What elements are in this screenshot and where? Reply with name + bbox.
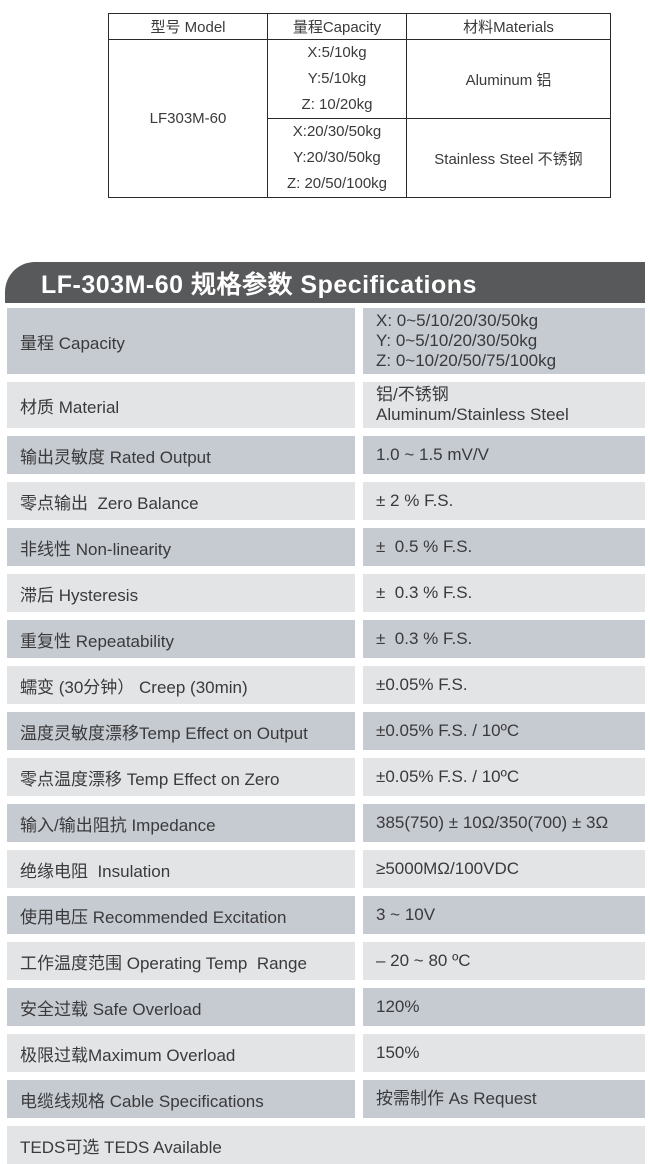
spec-value-line: – 20 ~ 80 ºC bbox=[376, 951, 471, 970]
spec-label: 电缆线规格 Cable Specifications bbox=[7, 1080, 355, 1118]
spec-value: 铝/不锈钢 Aluminum/Stainless Steel bbox=[363, 382, 645, 428]
spec-row: 安全过载 Safe Overload 120% bbox=[7, 988, 645, 1026]
spec-row: 零点温度漂移 Temp Effect on Zero ±0.05% F.S. / … bbox=[7, 758, 645, 796]
spec-label: 非线性 Non-linearity bbox=[7, 528, 355, 566]
specifications-title: LF-303M-60 规格参数 Specifications bbox=[41, 270, 477, 299]
spec-value-line: 按需制作 As Request bbox=[376, 1089, 537, 1108]
spec-row: 使用电压 Recommended Excitation 3 ~ 10V bbox=[7, 896, 645, 934]
table-header-row: 型号 Model 量程Capacity 材料Materials bbox=[108, 13, 611, 40]
spec-label: 蠕变 (30分钟） Creep (30min) bbox=[7, 666, 355, 704]
capacity-line: X:20/30/50kg bbox=[292, 123, 382, 140]
spec-value-line: ±0.05% F.S. / 10ºC bbox=[376, 721, 520, 740]
spec-row: 非线性 Non-linearity ± 0.5 % F.S. bbox=[7, 528, 645, 566]
spec-value-line: 1.0 ~ 1.5 mV/V bbox=[376, 445, 489, 464]
spec-value-line: 120% bbox=[376, 997, 420, 1016]
material-cell-stainless: Stainless Steel 不锈钢 bbox=[406, 118, 611, 198]
spec-value-line: ≥5000MΩ/100VDC bbox=[376, 859, 519, 878]
spec-value-line: ±0.05% F.S. / 10ºC bbox=[376, 767, 520, 786]
spec-row: 滞后 Hysteresis ± 0.3 % F.S. bbox=[7, 574, 645, 612]
col-header-model: 型号 Model bbox=[108, 13, 268, 40]
spec-row: TEDS可选 TEDS Available bbox=[7, 1126, 645, 1164]
spec-label: 绝缘电阻 Insulation bbox=[7, 850, 355, 888]
spec-label: 重复性 Repeatability bbox=[7, 620, 355, 658]
capacity-line: Y:20/30/50kg bbox=[293, 149, 381, 166]
spec-label: 零点输出 Zero Balance bbox=[7, 482, 355, 520]
spec-label: 工作温度范围 Operating Temp Range bbox=[7, 942, 355, 980]
spec-label: 输出灵敏度 Rated Output bbox=[7, 436, 355, 474]
spec-label: 温度灵敏度漂移Temp Effect on Output bbox=[7, 712, 355, 750]
spec-value: – 20 ~ 80 ºC bbox=[363, 942, 645, 980]
spec-row: 重复性 Repeatability ± 0.3 % F.S. bbox=[7, 620, 645, 658]
spec-value-line: 铝/不锈钢 bbox=[376, 385, 449, 404]
spec-value: ≥5000MΩ/100VDC bbox=[363, 850, 645, 888]
spec-value: X: 0~5/10/20/30/50kg Y: 0~5/10/20/30/50kg… bbox=[363, 308, 645, 374]
col-header-capacity: 量程Capacity bbox=[267, 13, 407, 40]
spec-label: 极限过载Maximum Overload bbox=[7, 1034, 355, 1072]
spec-value: ±0.05% F.S. / 10ºC bbox=[363, 758, 645, 796]
table-row: X:20/30/50kg Y:20/30/50kg Z: 20/50/100kg… bbox=[109, 118, 611, 198]
spec-value: ± 2 % F.S. bbox=[363, 482, 645, 520]
model-cell: LF303M-60 bbox=[108, 39, 268, 198]
spec-label: 安全过载 Safe Overload bbox=[7, 988, 355, 1026]
spec-value-line: ± 0.5 % F.S. bbox=[376, 537, 473, 556]
spec-value-line: 385(750) ± 10Ω/350(700) ± 3Ω bbox=[376, 813, 609, 832]
spec-label: 使用电压 Recommended Excitation bbox=[7, 896, 355, 934]
capacity-line: Z: 10/20kg bbox=[301, 96, 373, 113]
specifications-title-banner: LF-303M-60 规格参数 Specifications bbox=[5, 262, 645, 303]
spec-value: ±0.05% F.S. / 10ºC bbox=[363, 712, 645, 750]
spec-value-line: 150% bbox=[376, 1043, 420, 1062]
material-cell-aluminum: Aluminum 铝 bbox=[406, 39, 611, 119]
spec-row: 输入/输出阻抗 Impedance 385(750) ± 10Ω/350(700)… bbox=[7, 804, 645, 842]
spec-value: 120% bbox=[363, 988, 645, 1026]
capacity-line: Y:5/10kg bbox=[307, 70, 367, 87]
spec-value-line: ± 0.3 % F.S. bbox=[376, 629, 473, 648]
table-row: LF303M-60 X:5/10kg Y:5/10kg Z: 10/20kg A… bbox=[108, 39, 611, 198]
spec-value: 按需制作 As Request bbox=[363, 1080, 645, 1118]
spec-label: 量程 Capacity bbox=[7, 308, 355, 374]
capacity-line: Z: 20/50/100kg bbox=[286, 175, 388, 192]
spec-table: 量程 Capacity X: 0~5/10/20/30/50kg Y: 0~5/10… bbox=[7, 308, 645, 1164]
spec-value-line: ± 2 % F.S. bbox=[376, 491, 454, 510]
spec-row: 绝缘电阻 Insulation ≥5000MΩ/100VDC bbox=[7, 850, 645, 888]
spec-value: ±0.05% F.S. bbox=[363, 666, 645, 704]
spec-row: 零点输出 Zero Balance ± 2 % F.S. bbox=[7, 482, 645, 520]
col-header-materials: 材料Materials bbox=[406, 13, 611, 40]
spec-value-line: Z: 0~10/20/50/75/100kg bbox=[376, 351, 557, 370]
spec-row: 蠕变 (30分钟） Creep (30min) ±0.05% F.S. bbox=[7, 666, 645, 704]
spec-row: 工作温度范围 Operating Temp Range – 20 ~ 80 ºC bbox=[7, 942, 645, 980]
capacity-cell-stainless: X:20/30/50kg Y:20/30/50kg Z: 20/50/100kg bbox=[267, 118, 407, 198]
spec-row: 材质 Material 铝/不锈钢 Aluminum/Stainless Steel bbox=[7, 382, 645, 428]
spec-value: 385(750) ± 10Ω/350(700) ± 3Ω bbox=[363, 804, 645, 842]
capacity-line: X:5/10kg bbox=[307, 44, 367, 61]
spec-value: ± 0.3 % F.S. bbox=[363, 574, 645, 612]
spec-value-line: Y: 0~5/10/20/30/50kg bbox=[376, 331, 538, 350]
spec-row: 量程 Capacity X: 0~5/10/20/30/50kg Y: 0~5/10… bbox=[7, 308, 645, 374]
spec-label: TEDS可选 TEDS Available bbox=[7, 1126, 645, 1164]
spec-value-line: ±0.05% F.S. bbox=[376, 675, 468, 694]
spec-label: 输入/输出阻抗 Impedance bbox=[7, 804, 355, 842]
specifications-section: LF-303M-60 规格参数 Specifications 量程 Capaci… bbox=[0, 262, 650, 1164]
capacity-cell-aluminum: X:5/10kg Y:5/10kg Z: 10/20kg bbox=[267, 39, 407, 119]
spec-label: 零点温度漂移 Temp Effect on Zero bbox=[7, 758, 355, 796]
spec-row: 温度灵敏度漂移Temp Effect on Output ±0.05% F.S. … bbox=[7, 712, 645, 750]
spec-row: 电缆线规格 Cable Specifications 按需制作 As Reques… bbox=[7, 1080, 645, 1118]
spec-value-line: ± 0.3 % F.S. bbox=[376, 583, 473, 602]
spec-value: ± 0.3 % F.S. bbox=[363, 620, 645, 658]
spec-value-line: 3 ~ 10V bbox=[376, 905, 436, 924]
spec-label: 滞后 Hysteresis bbox=[7, 574, 355, 612]
model-capacity-table: 型号 Model 量程Capacity 材料Materials LF303M-6… bbox=[108, 13, 611, 198]
spec-label: 材质 Material bbox=[7, 382, 355, 428]
spec-value-line: X: 0~5/10/20/30/50kg bbox=[376, 311, 539, 330]
spec-value: 1.0 ~ 1.5 mV/V bbox=[363, 436, 645, 474]
spec-value: ± 0.5 % F.S. bbox=[363, 528, 645, 566]
spec-value-line: Aluminum/Stainless Steel bbox=[376, 405, 569, 424]
spec-row: 极限过载Maximum Overload 150% bbox=[7, 1034, 645, 1072]
spec-value: 150% bbox=[363, 1034, 645, 1072]
spec-row: 输出灵敏度 Rated Output 1.0 ~ 1.5 mV/V bbox=[7, 436, 645, 474]
spec-value: 3 ~ 10V bbox=[363, 896, 645, 934]
